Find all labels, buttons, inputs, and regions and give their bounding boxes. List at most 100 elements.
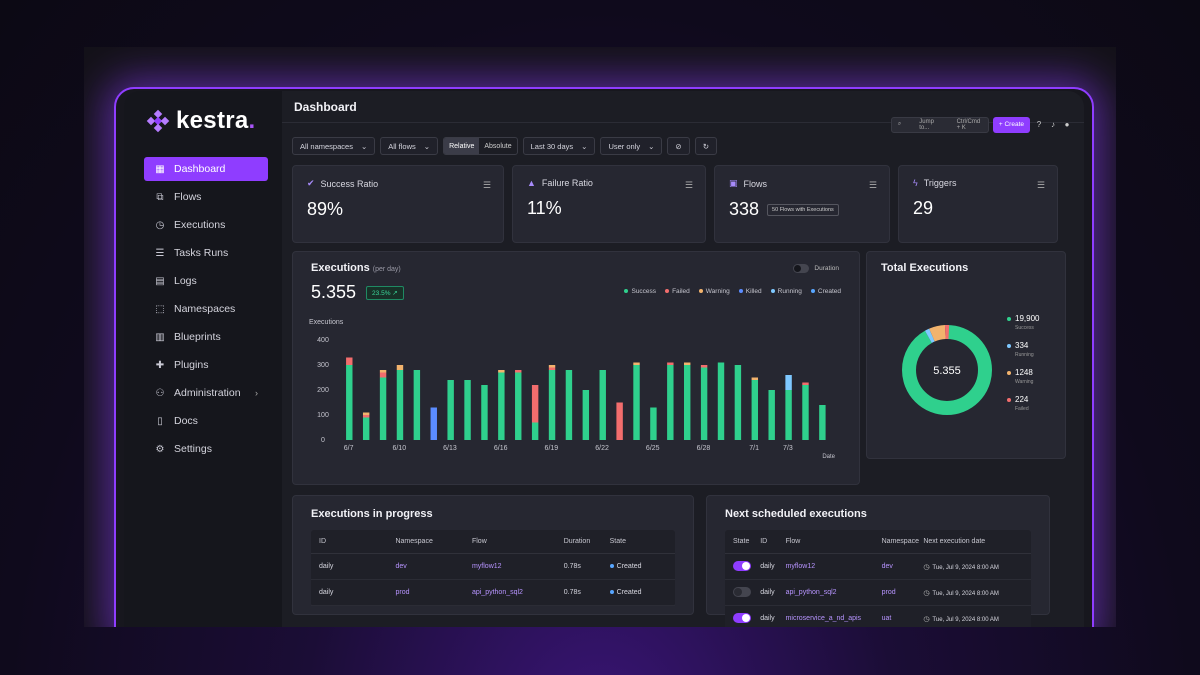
bar-success[interactable] xyxy=(717,362,725,441)
sidebar-item-namespaces[interactable]: ⬚ Namespaces xyxy=(144,297,268,321)
duration-toggle[interactable]: Duration xyxy=(793,264,839,273)
details-icon[interactable]: ☰ xyxy=(868,180,877,190)
absolute-option[interactable]: Absolute xyxy=(484,142,512,150)
clear-filters-button[interactable]: ⊘ xyxy=(667,137,690,155)
user-icon[interactable]: ● xyxy=(1064,120,1070,129)
column-header[interactable]: Duration xyxy=(563,538,591,545)
namespace-select[interactable]: All namespaces ⌄ xyxy=(292,137,376,155)
legend-item[interactable]: Running xyxy=(770,288,802,295)
bar-success[interactable] xyxy=(565,370,573,440)
table-row[interactable]: daily api_python_sql2 prod ◷ Tue, Jul 9, 202… xyxy=(725,580,1031,606)
bell-icon[interactable]: ♪ xyxy=(1051,120,1055,129)
column-header[interactable]: Namespace xyxy=(881,538,919,545)
flows-select[interactable]: All flows ⌄ xyxy=(380,137,439,155)
bar-failed[interactable] xyxy=(346,357,353,366)
column-header[interactable]: State xyxy=(733,538,750,545)
legend-item[interactable]: Created xyxy=(810,288,841,295)
help-icon[interactable]: ? xyxy=(1036,120,1042,129)
bar-success[interactable] xyxy=(396,370,404,440)
bar-success[interactable] xyxy=(481,385,488,440)
bar-success[interactable] xyxy=(346,365,353,440)
column-header[interactable]: Flow xyxy=(471,538,487,545)
schedule-toggle[interactable] xyxy=(733,586,751,597)
donut-slice-failed[interactable] xyxy=(902,325,992,415)
column-header[interactable]: ID xyxy=(760,538,768,545)
sidebar-item-settings[interactable]: ⚙ Settings xyxy=(144,437,268,461)
bar-success[interactable] xyxy=(599,370,606,440)
bar-success[interactable] xyxy=(515,372,522,441)
bar-success[interactable] xyxy=(785,390,792,440)
create-button[interactable]: + Create xyxy=(992,116,1030,133)
bar-success[interactable] xyxy=(684,365,691,440)
sidebar-item-docs[interactable]: ▯ Docs xyxy=(144,409,268,433)
bar-failed[interactable] xyxy=(616,402,623,441)
sidebar-item-blueprints[interactable]: ▥ Blueprints xyxy=(144,325,268,349)
details-icon[interactable]: ☰ xyxy=(482,180,491,190)
failure-ratio-card[interactable]: ▲ Failure Ratio 11% ☰ xyxy=(512,165,706,243)
triggers-card[interactable]: ϟ Triggers 29 ☰ xyxy=(898,165,1058,243)
schedule-toggle[interactable] xyxy=(733,612,751,623)
bar-success[interactable] xyxy=(531,422,539,441)
user-scope-select[interactable]: User only ⌄ xyxy=(600,137,663,155)
column-header[interactable]: Next execution date xyxy=(923,538,986,545)
table-row[interactable]: daily myflow12 dev ◷ Tue, Jul 9, 2024 8:00 A… xyxy=(725,554,1031,580)
sidebar-item-plugins[interactable]: ✚ Plugins xyxy=(144,353,268,377)
bar-success[interactable] xyxy=(362,417,370,441)
bar-success[interactable] xyxy=(751,380,759,440)
brand-logo[interactable]: kestra. xyxy=(124,107,282,157)
table-row[interactable]: daily dev myflow12 0.78s Created xyxy=(311,554,675,580)
table-row[interactable]: daily microservice_a_nd_apis uat ◷ Tue, Jul … xyxy=(725,606,1031,627)
sidebar-item-logs[interactable]: ▤ Logs xyxy=(144,269,268,293)
bar-warning[interactable] xyxy=(633,362,640,366)
bar-warning[interactable] xyxy=(498,370,505,373)
bar-failed[interactable] xyxy=(667,362,674,366)
bar-success[interactable] xyxy=(413,370,421,440)
schedule-toggle[interactable] xyxy=(733,560,751,571)
bar-success[interactable] xyxy=(447,380,454,440)
bar-success[interactable] xyxy=(379,377,387,441)
bar-killed[interactable] xyxy=(430,407,437,441)
legend-item[interactable]: Killed xyxy=(738,288,762,295)
success-ratio-card[interactable]: ✔ Success Ratio 89% ☰ xyxy=(292,165,504,243)
bar-warning[interactable] xyxy=(379,370,387,373)
range-select[interactable]: Last 30 days ⌄ xyxy=(522,137,596,155)
bar-warning[interactable] xyxy=(548,365,556,368)
bar-success[interactable] xyxy=(819,405,826,440)
bar-success[interactable] xyxy=(633,365,640,440)
bar-success[interactable] xyxy=(667,365,674,440)
column-header[interactable]: State xyxy=(609,538,626,545)
bar-failed[interactable] xyxy=(802,382,809,386)
legend-item[interactable]: Warning xyxy=(698,288,730,295)
bar-success[interactable] xyxy=(498,372,505,441)
table-row[interactable]: daily prod api_python_sql2 0.78s Created xyxy=(311,580,675,606)
flows-card[interactable]: ▣ Flows 338 50 Flows with Executions ☰ xyxy=(714,165,890,243)
bar-failed[interactable] xyxy=(548,367,556,371)
bar-failed[interactable] xyxy=(700,365,708,368)
relative-option[interactable]: Relative xyxy=(444,138,480,154)
sidebar-item-executions[interactable]: ◷ Executions xyxy=(144,213,268,237)
column-header[interactable]: ID xyxy=(319,538,326,545)
bar-success[interactable] xyxy=(650,407,657,441)
bar-success[interactable] xyxy=(802,385,809,440)
legend-item[interactable]: Failed xyxy=(665,288,690,295)
bar-success[interactable] xyxy=(582,390,590,440)
legend-item[interactable]: Success xyxy=(624,288,656,295)
column-header[interactable]: Flow xyxy=(785,538,801,545)
bar-failed[interactable] xyxy=(379,372,387,378)
jump-to-search[interactable]: ⌕ Jump to... Ctrl/Cmd + K xyxy=(890,116,989,133)
bar-success[interactable] xyxy=(768,390,775,440)
bar-warning[interactable] xyxy=(396,365,404,370)
refresh-button[interactable]: ↻ xyxy=(694,137,718,155)
bar-failed[interactable] xyxy=(515,370,522,373)
bar-warning[interactable] xyxy=(684,362,691,366)
bar-failed[interactable] xyxy=(531,385,539,423)
bar-failed[interactable] xyxy=(362,415,370,418)
bar-success[interactable] xyxy=(734,365,742,440)
sidebar-item-tasks-runs[interactable]: ☰ Tasks Runs xyxy=(144,241,268,265)
details-icon[interactable]: ☰ xyxy=(684,180,693,190)
bar-running[interactable] xyxy=(785,375,792,390)
bar-success[interactable] xyxy=(548,370,556,440)
sidebar-item-dashboard[interactable]: ▦ Dashboard xyxy=(144,157,268,181)
bar-warning[interactable] xyxy=(751,377,759,381)
sidebar-item-administration[interactable]: ⚇ Administration › xyxy=(144,381,268,405)
